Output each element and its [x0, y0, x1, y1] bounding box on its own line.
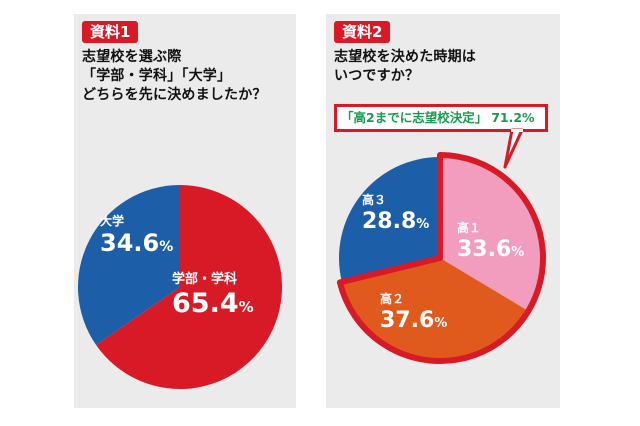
slice-unit: % [511, 245, 524, 260]
question-text: 志望校を決めた時期は いつですか？ [334, 48, 476, 86]
panel-tag: 資料2 [334, 21, 391, 43]
question-line: どちらを先に決めましたか？ [82, 87, 267, 103]
question-text: 志望校を選ぶ際 「学部・学科」「大学」 どちらを先に決めましたか？ [82, 48, 267, 105]
callout-pointer [503, 128, 524, 169]
slice-category-label: 高１ [457, 220, 481, 235]
slice-unit: % [434, 316, 447, 331]
slice-value-label: 34.6% [100, 229, 173, 257]
pie-slice-faculty [96, 185, 283, 390]
callout-label: 「高2までに志望校決定」 [341, 110, 488, 125]
slice-category-label: 高３ [362, 192, 386, 207]
pie-slice-grade3 [339, 157, 440, 282]
slice-category-label: 大学 [100, 213, 124, 228]
highlight-outline [336, 152, 546, 364]
pie-slice-university [78, 185, 180, 345]
question-line: 「学部・学科」「大学」 [82, 68, 232, 84]
pie-slice-grade2 [341, 258, 527, 359]
question-line: 志望校を決めた時期は [334, 49, 476, 65]
highlight-callout: 「高2までに志望校決定」 71.2% [334, 104, 548, 132]
slice-unit: % [159, 239, 173, 255]
panel-tag: 資料1 [82, 21, 139, 43]
slice-unit: % [239, 298, 254, 316]
slice-unit: % [416, 217, 429, 232]
slice-category-label: 学部・学科 [172, 271, 237, 287]
question-line: いつですか？ [334, 68, 420, 84]
pie-slice-grade1 [440, 157, 542, 310]
callout-value: 71.2% [491, 110, 535, 125]
slice-value-label: 65.4% [172, 288, 254, 319]
question-line: 志望校を選ぶ際 [82, 49, 182, 65]
slice-category-label: 高２ [380, 291, 404, 306]
callout-pointer-join [511, 129, 523, 132]
